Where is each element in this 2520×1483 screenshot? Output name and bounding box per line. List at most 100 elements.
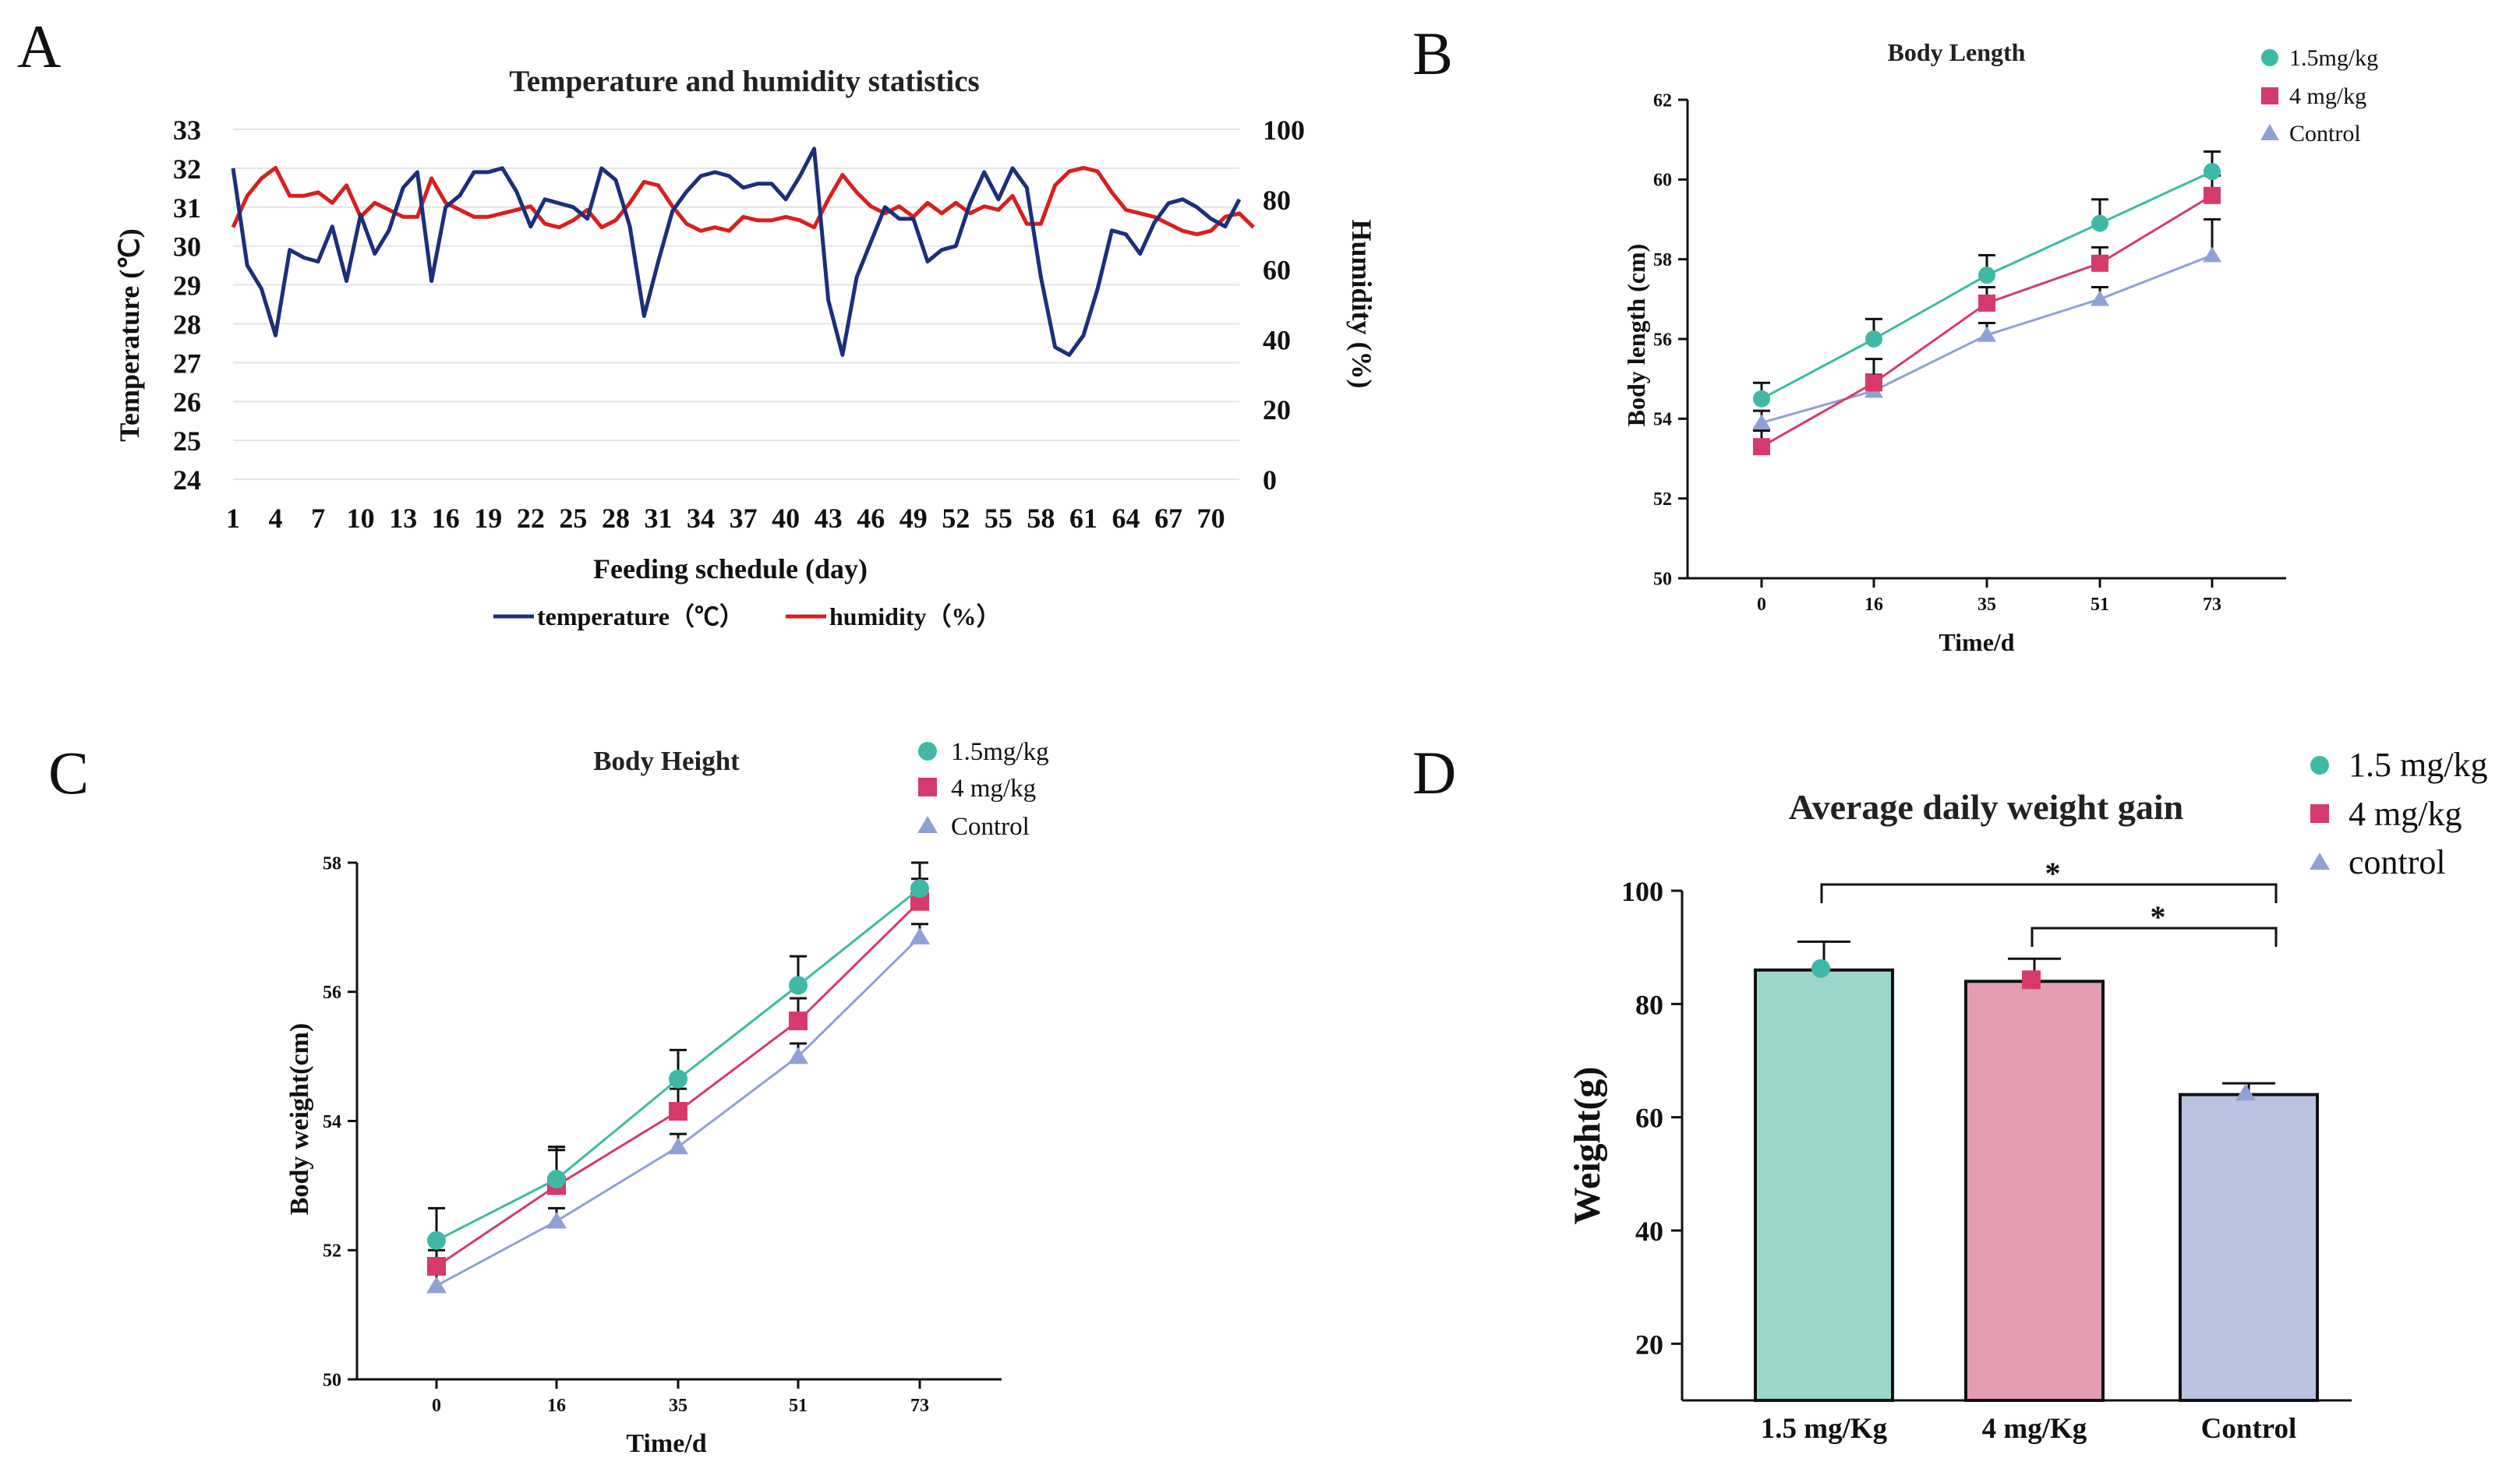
data-point — [1865, 330, 1882, 348]
y2-tick-label: 0 — [1263, 464, 1277, 496]
panel-d-weight-gain: Average daily weight gain 20 40 60 80 100 1.… — [1567, 746, 2487, 1445]
y-tick-label: 58 — [1653, 250, 1672, 270]
y-tick-label: 33 — [173, 115, 201, 146]
bar — [1964, 980, 2105, 1403]
panel-d-bars: 1.5 mg/Kg 4 mg/Kg Control — [1754, 940, 2319, 1445]
y-tick-label: 24 — [173, 464, 201, 496]
panel-b-series — [1752, 150, 2221, 456]
panel-c-legend: 1.5mg/kg 4 mg/kg Control — [917, 738, 1049, 841]
y-tick-label: 56 — [1653, 330, 1672, 350]
x-tick-label: 51 — [789, 1396, 808, 1416]
legend-c-dose15-marker — [918, 742, 937, 761]
data-point — [1811, 959, 1830, 978]
y2-tick-label: 80 — [1263, 185, 1291, 216]
y-tick-label: 50 — [323, 1370, 341, 1390]
y-tick-label: 80 — [1635, 989, 1663, 1020]
series-4 mg/kg — [1753, 174, 2221, 456]
x-tick-label: 70 — [1197, 503, 1225, 534]
data-point — [1752, 414, 1771, 430]
temperature-line — [231, 147, 1242, 357]
data-point — [1977, 326, 1996, 342]
series-line — [1761, 170, 2213, 401]
x-tick-label: 73 — [910, 1396, 929, 1416]
x-tick-label: 37 — [730, 503, 758, 534]
panel-b-legend: 1.5mg/kg 4 mg/kg Control — [2260, 45, 2378, 147]
legend-c-control-label: Control — [951, 813, 1030, 841]
panel-b-title: Body Length — [1888, 38, 2026, 66]
legend-b-control-label: Control — [2289, 121, 2361, 147]
series-line — [1761, 194, 2213, 448]
legend-b-dose4-marker — [2261, 87, 2278, 104]
data-point — [546, 1211, 567, 1229]
y2-tick-label: 40 — [1263, 324, 1291, 355]
x-tick-label: 58 — [1027, 503, 1055, 534]
data-point — [2204, 163, 2221, 181]
panel-a-gridlines — [233, 129, 1239, 480]
x-tick-label: 73 — [2203, 595, 2221, 615]
y-tick-label: 56 — [323, 983, 341, 1003]
series-Control — [1752, 218, 2221, 430]
panel-a-title: Temperature and humidity statistics — [509, 65, 979, 98]
data-point — [2204, 186, 2221, 204]
x-tick-label: 0 — [432, 1396, 441, 1416]
y-tick-label: 52 — [323, 1241, 341, 1262]
panel-c-series — [426, 861, 930, 1294]
legend-humidity-label: humidity（%） — [829, 602, 1002, 630]
data-point — [2091, 290, 2109, 306]
x-tick-label: 34 — [687, 503, 715, 534]
y-tick-label: 30 — [173, 231, 201, 263]
x-tick-label: Control — [2201, 1413, 2297, 1445]
data-point — [910, 879, 929, 899]
x-tick-label: 4 — [269, 503, 283, 534]
panel-d-legend: 1.5 mg/kg 4 mg/kg control — [2310, 746, 2487, 881]
x-tick-label: 67 — [1154, 503, 1182, 534]
legend-b-dose4-label: 4 mg/kg — [2289, 83, 2366, 109]
panel-letter-a: A — [17, 12, 61, 80]
x-tick-label: 40 — [772, 503, 800, 534]
y-tick-label: 58 — [323, 853, 341, 874]
y-tick-label: 100 — [1621, 876, 1663, 907]
bar — [1754, 968, 1894, 1402]
legend-d-control-marker — [2310, 853, 2330, 870]
y-tick-label: 29 — [173, 270, 201, 302]
data-point — [788, 1047, 808, 1065]
data-point — [789, 1012, 808, 1031]
data-point — [2091, 214, 2108, 232]
data-point — [669, 1102, 687, 1121]
data-point — [1865, 374, 1882, 392]
panel-a-y2label: Humidity (%) — [1346, 219, 1377, 388]
y-tick-label: 31 — [173, 192, 201, 224]
data-point — [427, 1231, 446, 1250]
y-tick-label: 32 — [173, 154, 201, 185]
x-tick-label: 16 — [432, 503, 460, 534]
y2-tick-label: 60 — [1263, 255, 1291, 286]
y2-tick-label: 100 — [1263, 115, 1305, 146]
data-point — [2235, 1083, 2256, 1101]
panel-b-ylabel: Body length (cm) — [1622, 244, 1650, 427]
significance-star: * — [2151, 899, 2166, 934]
y-tick-label: 54 — [1653, 410, 1672, 430]
data-point — [547, 1170, 566, 1189]
legend-c-dose15-label: 1.5mg/kg — [951, 738, 1049, 766]
panel-d-title: Average daily weight gain — [1789, 787, 2183, 827]
x-tick-label: 19 — [474, 503, 502, 534]
x-tick-label: 1.5 mg/Kg — [1761, 1413, 1888, 1445]
x-tick-label: 35 — [669, 1396, 687, 1416]
panel-a-xlabel: Feeding schedule (day) — [593, 553, 868, 584]
legend-d-control-label: control — [2349, 843, 2446, 881]
panel-a-temperature-humidity: Temperature and humidity statistics 24 25… — [114, 65, 1377, 630]
y-tick-label: 62 — [1653, 90, 1672, 111]
y-tick-label: 52 — [1653, 489, 1672, 510]
x-tick-label: 52 — [942, 503, 970, 534]
y-tick-label: 40 — [1635, 1216, 1663, 1247]
series-Control — [426, 923, 930, 1294]
panel-b-x-ticks: 0 16 35 51 73 — [1757, 578, 2221, 615]
panel-c-title: Body Height — [593, 746, 740, 776]
x-tick-label: 10 — [347, 503, 375, 534]
y-tick-label: 27 — [173, 348, 201, 379]
legend-d-dose4-label: 4 mg/kg — [2349, 795, 2462, 833]
x-tick-label: 13 — [389, 503, 417, 534]
y2-tick-label: 20 — [1263, 394, 1291, 425]
data-point — [910, 927, 930, 945]
